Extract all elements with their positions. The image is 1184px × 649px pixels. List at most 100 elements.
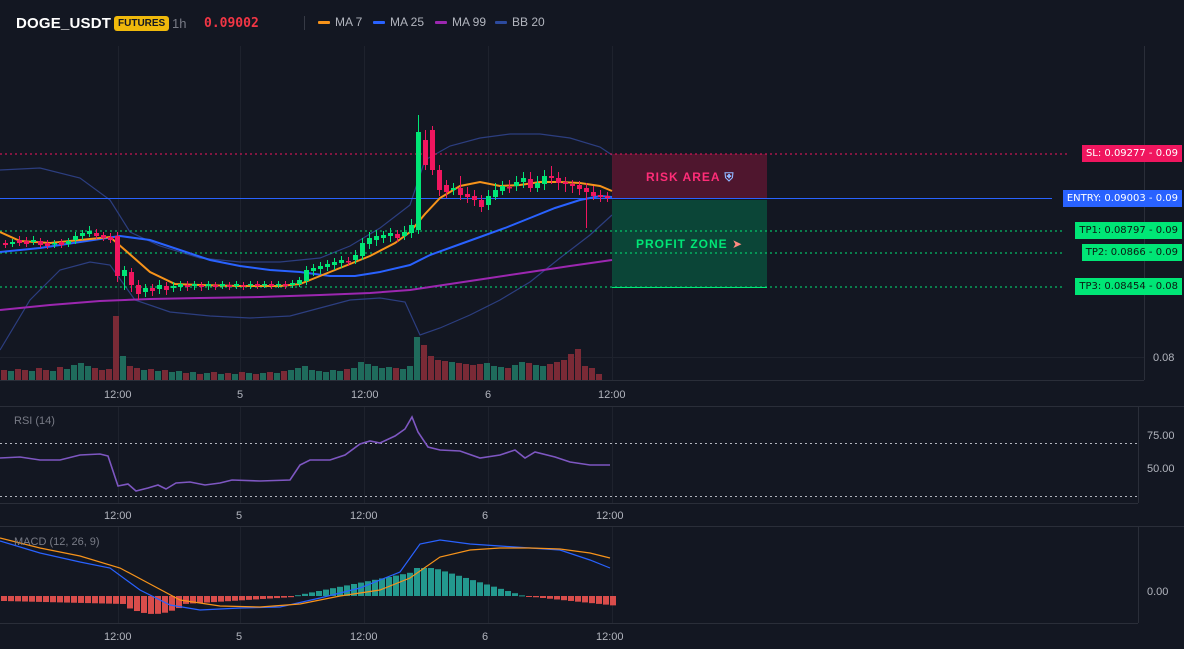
candle-body-45 — [318, 266, 323, 269]
candle-body-77 — [542, 176, 547, 184]
macd-hist-bar-29 — [204, 596, 210, 603]
volume-bar-16 — [113, 316, 119, 380]
candle-body-50 — [353, 255, 358, 260]
macd-hist-bar-83 — [582, 596, 588, 603]
volume-bar-47 — [330, 370, 336, 380]
symbol-name[interactable]: DOGE_USDT — [16, 15, 112, 32]
volume-bar-49 — [344, 369, 350, 380]
volume-bar-26 — [183, 373, 189, 380]
candle-body-12 — [87, 231, 92, 234]
time-label-4: 6 — [485, 389, 492, 401]
legend-ma99[interactable]: MA 99 — [435, 15, 486, 29]
macd-hist-bar-80 — [561, 596, 567, 601]
profit-zone — [612, 200, 767, 288]
sl-price-tag[interactable]: SL: 0.09277 - 0.09 — [1081, 145, 1182, 162]
rsi-title[interactable]: RSI (14) — [14, 415, 55, 427]
volume-bar-4 — [29, 371, 35, 380]
candle-body-51 — [360, 243, 365, 256]
entry-price-tag[interactable]: ENTRY: 0.09003 - 0.09 — [1062, 190, 1182, 207]
volume-bar-76 — [533, 365, 539, 380]
volume-bar-43 — [302, 366, 308, 380]
macd-hist-bar-60 — [421, 568, 427, 596]
macd-hist-bar-7 — [50, 596, 56, 603]
macd-hist-bar-46 — [323, 589, 329, 596]
macd-hist-bar-52 — [365, 581, 371, 596]
volume-bar-78 — [547, 364, 553, 380]
candle-body-82 — [577, 185, 582, 189]
macd-hist-bar-9 — [64, 596, 70, 603]
candle-body-19 — [136, 285, 141, 294]
ma99-line — [0, 259, 613, 311]
volume-bar-59 — [414, 337, 420, 380]
candle-body-5 — [38, 241, 43, 245]
interval-label[interactable]: 1h — [172, 16, 187, 31]
volume-bar-35 — [246, 373, 252, 380]
macd-hist-bar-78 — [547, 596, 553, 599]
candle-body-73 — [514, 182, 519, 186]
candle-body-16 — [115, 236, 120, 276]
macd-hist-bar-33 — [232, 596, 238, 601]
candle-body-17 — [122, 270, 127, 276]
candle-body-58 — [409, 225, 414, 233]
bb20-swatch-icon — [495, 20, 507, 24]
candle-body-26 — [185, 285, 190, 287]
candle-body-34 — [241, 285, 246, 287]
volume-bar-52 — [365, 364, 371, 380]
macd-hist-bar-27 — [190, 596, 196, 604]
volume-bar-74 — [519, 362, 525, 380]
macd-title[interactable]: MACD (12, 26, 9) — [14, 536, 100, 548]
candle-body-25 — [178, 284, 183, 287]
legend-ma7-label: MA 7 — [335, 15, 363, 29]
macd-hist-bar-37 — [260, 596, 266, 599]
profit-zone-label: PROFIT ZONE ➤ — [636, 237, 743, 251]
volume-bar-75 — [526, 363, 532, 380]
legend-ma25-label: MA 25 — [390, 15, 425, 29]
macd-hist-bar-22 — [155, 596, 161, 614]
macd-time-label-3: 12:00 — [350, 631, 378, 643]
macd-hist-bar-61 — [428, 568, 434, 596]
header-divider — [304, 16, 305, 30]
profit-zone-text: PROFIT ZONE — [636, 237, 728, 251]
macd-hist-bar-43 — [302, 593, 308, 596]
tp3-price-tag[interactable]: TP3: 0.08454 - 0.08 — [1075, 278, 1182, 295]
legend-ma7[interactable]: MA 7 — [318, 15, 362, 29]
volume-bar-20 — [141, 370, 147, 380]
candle-body-66 — [465, 194, 470, 197]
volume-bar-45 — [316, 371, 322, 380]
tp2-price-tag[interactable]: TP2: 0.0866 - 0.09 — [1081, 244, 1182, 261]
macd-hist-bar-66 — [463, 577, 469, 596]
legend-ma25[interactable]: MA 25 — [373, 15, 424, 29]
candle-body-44 — [311, 268, 316, 271]
macd-hist-bar-65 — [456, 575, 462, 596]
candle-body-49 — [346, 261, 351, 263]
macd-hist-bar-67 — [470, 580, 476, 596]
rsi-level-50: 50.00 — [1147, 463, 1175, 475]
macd-time-label-4: 6 — [482, 631, 489, 643]
volume-bar-58 — [407, 366, 413, 380]
rsi-time-label-3: 12:00 — [350, 510, 378, 522]
volume-bar-23 — [162, 370, 168, 380]
macd-time-label-5: 12:00 — [596, 631, 624, 643]
rsi-line — [0, 415, 610, 492]
candle-body-64 — [451, 188, 456, 190]
candle-body-20 — [143, 288, 148, 292]
volume-bar-31 — [218, 374, 224, 380]
macd-hist-bar-53 — [372, 579, 378, 596]
legend-bb20[interactable]: BB 20 — [495, 15, 545, 29]
tp1-price-tag[interactable]: TP1: 0.08797 - 0.09 — [1075, 222, 1182, 239]
volume-bar-50 — [351, 368, 357, 380]
candle-body-48 — [339, 260, 344, 263]
candle-body-43 — [304, 270, 309, 281]
candle-body-75 — [528, 179, 533, 188]
candle-body-11 — [80, 233, 85, 236]
macd-hist-bar-51 — [358, 582, 364, 596]
volume-bar-21 — [148, 369, 154, 380]
candlesticks — [3, 115, 610, 300]
candle-body-81 — [570, 184, 575, 186]
candle-body-21 — [150, 288, 155, 291]
candle-body-80 — [563, 182, 568, 184]
macd-hist-bar-36 — [253, 596, 259, 600]
macd-hist-bar-10 — [71, 596, 77, 603]
macd-hist-bar-34 — [239, 596, 245, 601]
